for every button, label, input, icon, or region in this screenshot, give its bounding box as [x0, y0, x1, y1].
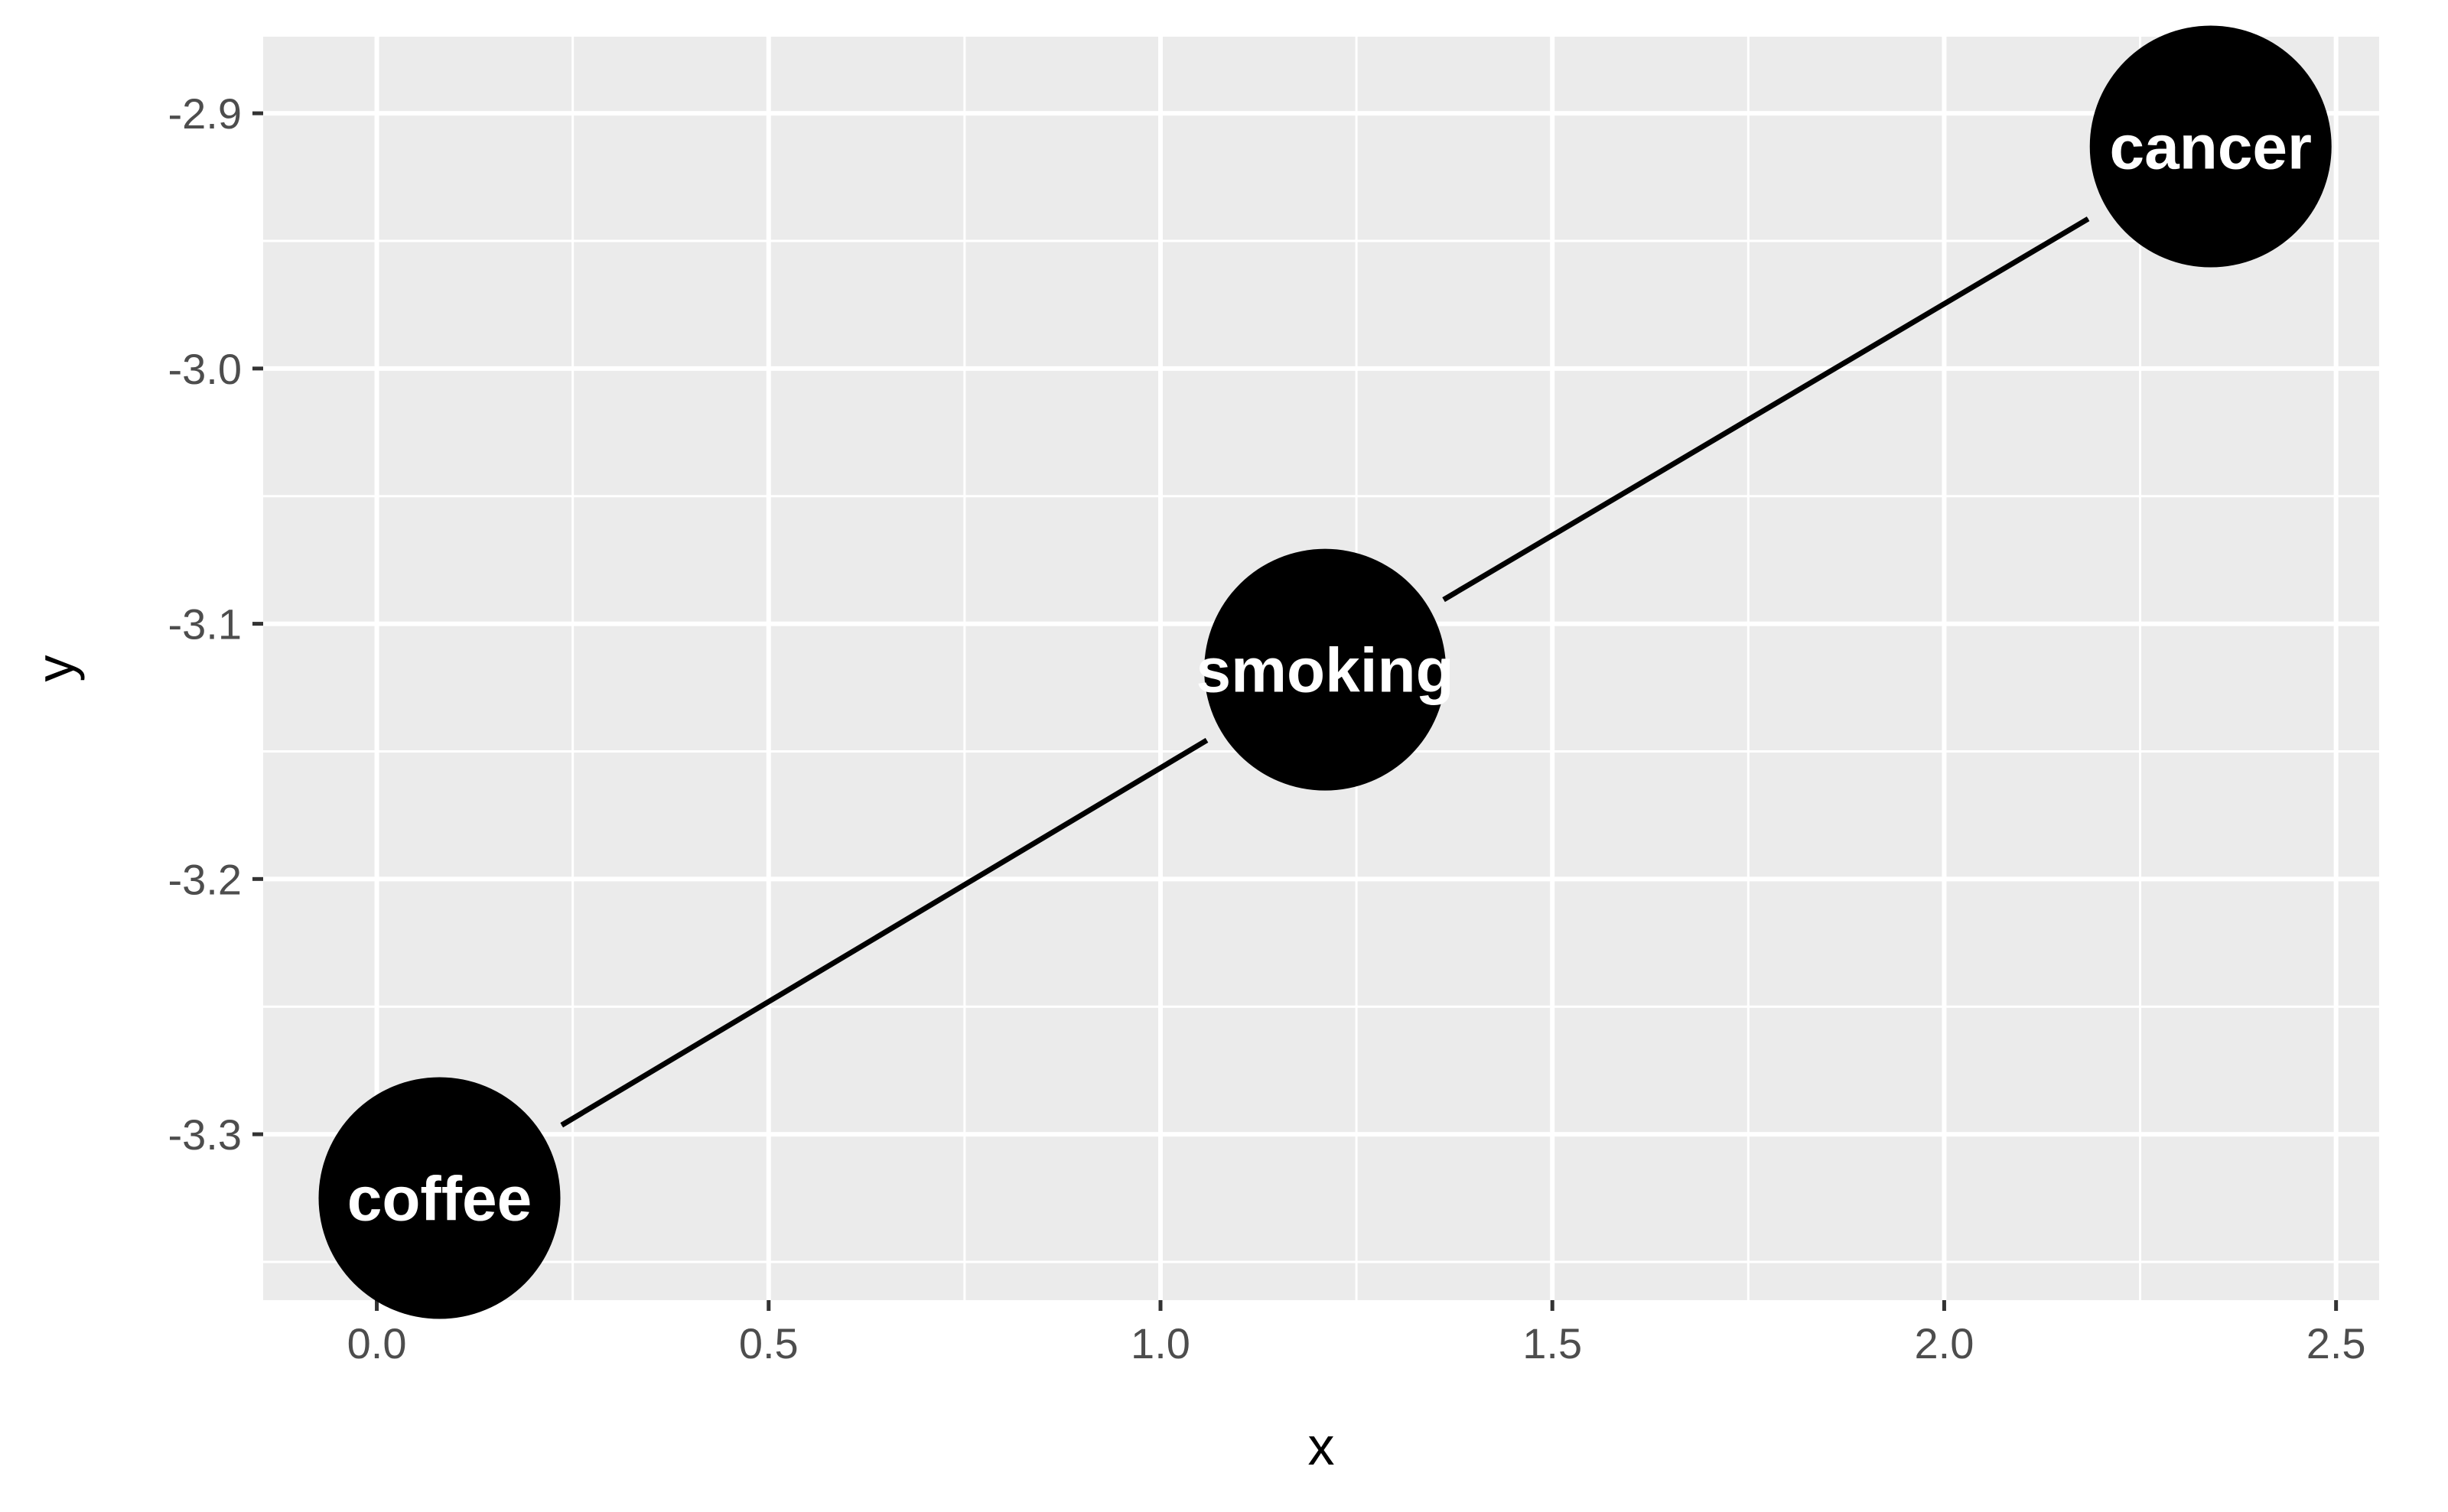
- x-axis-label: x: [1308, 1416, 1335, 1476]
- node-label-cancer: cancer: [2110, 113, 2312, 183]
- y-tick-label: -2.9: [168, 89, 243, 138]
- node-label-smoking: smoking: [1196, 636, 1454, 706]
- node-smoking: [1204, 548, 1447, 791]
- node-label-coffee: coffee: [347, 1165, 532, 1234]
- edges: [560, 216, 2090, 1128]
- edge-smoking-to-cancer: [1442, 216, 2090, 603]
- x-tick-label: 0.5: [739, 1319, 799, 1367]
- y-tick-label: -3.3: [168, 1110, 243, 1159]
- axes: 0.0 0.5 1.0 1.5 2.0 2.5 -2.9 -3.0 -3.1 -3.2 -3.3: [168, 89, 2366, 1367]
- nodes: coffee smoking cancer: [318, 25, 2332, 1319]
- y-tick-label: -3.0: [168, 345, 243, 393]
- x-tick-label: 1.0: [1131, 1319, 1190, 1367]
- edge-smoking-to-coffee: [560, 737, 1209, 1128]
- x-tick-label: 0.0: [347, 1319, 407, 1367]
- x-tick-label: 1.5: [1522, 1319, 1582, 1367]
- y-axis-label: y: [25, 655, 85, 682]
- node-coffee: [318, 1077, 561, 1319]
- x-tick-label: 2.5: [2306, 1319, 2366, 1367]
- node-cancer: [2089, 25, 2332, 268]
- x-tick-label: 2.0: [1915, 1319, 1974, 1367]
- y-tick-label: -3.2: [168, 855, 243, 903]
- y-tick-label: -3.1: [168, 600, 243, 649]
